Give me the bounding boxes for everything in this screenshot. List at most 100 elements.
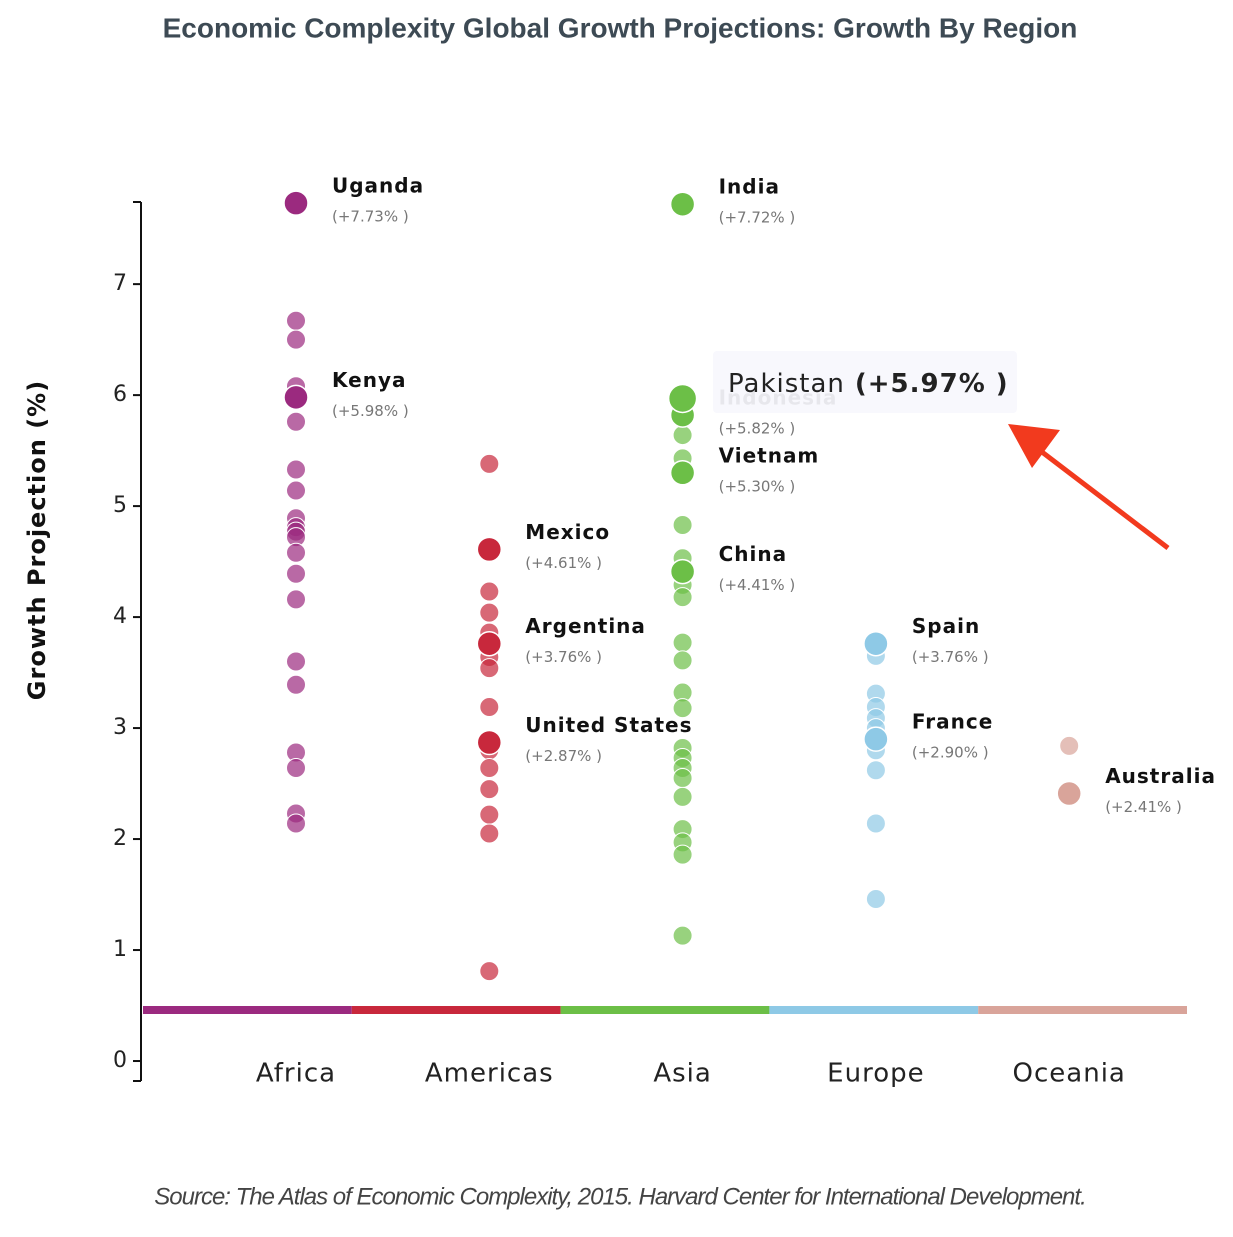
point	[672, 587, 693, 608]
point	[479, 961, 500, 982]
y-tick-label: 6	[113, 382, 127, 407]
y-tick-label: 2	[113, 826, 127, 851]
arrow-shaft	[1040, 450, 1170, 550]
point-value-label: (+2.87% )	[525, 747, 602, 765]
highlight-point	[863, 630, 889, 657]
point-value-label: (+7.73% )	[332, 208, 409, 226]
tooltip-box	[713, 351, 1017, 413]
point	[865, 888, 886, 909]
highlight-point	[476, 630, 503, 657]
x-tick-label: Africa	[256, 1059, 336, 1089]
point	[286, 480, 306, 501]
point	[286, 411, 306, 432]
point-value-label: (+3.76% )	[912, 648, 989, 666]
region-band	[143, 1006, 352, 1014]
y-tick-label: 3	[113, 715, 127, 740]
highlight-point	[669, 460, 696, 486]
point-name: United States	[525, 713, 692, 737]
point-name: Spain	[912, 614, 980, 638]
point	[479, 804, 500, 825]
point	[286, 758, 306, 779]
source-note: Source: The Atlas of Economic Complexity…	[154, 1183, 1086, 1210]
tooltip-name: Pakistan	[728, 369, 845, 399]
point	[479, 696, 500, 717]
point-value-label: (+2.41% )	[1105, 798, 1182, 816]
point-name: Uganda	[332, 174, 424, 198]
point	[286, 651, 306, 672]
point	[672, 514, 693, 535]
highlight-point	[476, 729, 503, 756]
point	[286, 542, 306, 563]
x-tick-label: Americas	[425, 1059, 554, 1089]
point-value-label: (+2.90% )	[912, 744, 989, 762]
overlay: Pakistan (+5.97% )	[713, 351, 1017, 413]
point	[1059, 735, 1080, 756]
point	[672, 925, 693, 946]
point	[286, 674, 306, 695]
point	[479, 779, 500, 800]
point	[479, 453, 500, 474]
point-value-label: (+5.30% )	[719, 477, 796, 495]
point	[286, 589, 306, 610]
point-name: Kenya	[332, 368, 406, 392]
plot: 0 1 2 3 4 5 6 7 Africa Uganda (+7.73% ) Kenya (+5.98…	[113, 174, 1216, 1089]
chart-title: Economic Complexity Global Growth Projec…	[163, 12, 1078, 43]
point	[672, 425, 693, 446]
point	[479, 758, 500, 779]
point-name: Mexico	[525, 520, 610, 544]
highlight-point	[476, 536, 503, 563]
point-name: Vietnam	[719, 443, 820, 467]
highlight-point	[283, 384, 309, 411]
point	[479, 602, 500, 623]
point	[479, 658, 500, 679]
point	[286, 563, 306, 584]
x-tick-label: Europe	[827, 1059, 924, 1089]
highlight-point	[863, 726, 889, 752]
point-name: Australia	[1105, 764, 1216, 788]
point-value-label: (+5.82% )	[719, 420, 796, 438]
region-band	[769, 1006, 979, 1014]
y-tick-label: 7	[113, 271, 127, 296]
point-name: Argentina	[525, 614, 646, 638]
point	[286, 329, 306, 350]
point-value-label: (+4.41% )	[719, 576, 796, 594]
highlight-point	[283, 190, 309, 216]
y-tick-label: 0	[113, 1048, 127, 1073]
point	[286, 813, 306, 834]
point-value-label: (+3.76% )	[525, 648, 602, 666]
arrow-head	[1008, 424, 1060, 468]
region-band	[978, 1006, 1187, 1014]
point	[672, 650, 693, 671]
highlight-point	[669, 191, 696, 217]
y-tick-label: 1	[113, 937, 127, 962]
point	[672, 786, 693, 807]
hovered-point	[667, 383, 698, 414]
point-value-label: (+4.61% )	[525, 554, 602, 572]
point	[286, 310, 306, 331]
point	[286, 459, 306, 480]
point	[479, 823, 500, 844]
point	[865, 813, 886, 834]
y-tick-label: 4	[113, 604, 127, 629]
point-value-label: (+7.72% )	[719, 209, 796, 227]
point	[865, 760, 886, 781]
region-band	[351, 1006, 561, 1014]
y-axis-label: Growth Projection (%)	[23, 380, 51, 700]
point	[672, 632, 693, 653]
point-value-label: (+5.98% )	[332, 402, 409, 420]
highlight-point	[1056, 780, 1082, 807]
point	[672, 768, 693, 789]
tooltip-text: Pakistan (+5.97% )	[728, 369, 1009, 399]
point-name: India	[719, 175, 780, 199]
point	[672, 844, 693, 865]
tooltip-value: (+5.97% )	[855, 369, 1009, 399]
highlight-point	[669, 558, 696, 585]
x-tick-label: Asia	[653, 1059, 712, 1089]
point-name: France	[912, 710, 993, 734]
point	[479, 581, 500, 602]
y-tick-label: 5	[113, 493, 127, 518]
region-band	[560, 1006, 770, 1014]
x-tick-label: Oceania	[1013, 1059, 1126, 1089]
point-name: China	[719, 542, 788, 566]
